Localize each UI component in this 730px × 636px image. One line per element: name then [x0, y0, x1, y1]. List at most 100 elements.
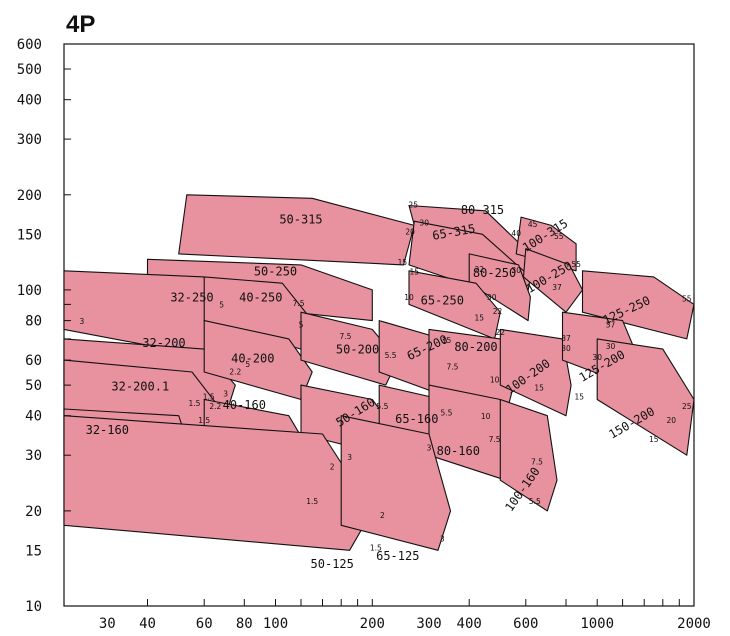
power-label: 5 — [245, 360, 250, 369]
y-tick-label: 60 — [25, 353, 42, 369]
zone-label: 65-160 — [395, 412, 438, 426]
x-tick-label: 80 — [236, 616, 253, 632]
y-tick-label: 400 — [17, 93, 42, 109]
y-tick-label: 20 — [25, 504, 42, 520]
power-label: 10 — [490, 375, 500, 384]
power-label: 20 — [405, 227, 415, 236]
power-label: 55 — [554, 232, 564, 241]
power-label: 55 — [571, 260, 581, 269]
power-label: 30 — [592, 353, 602, 362]
x-axis: 30 40 60 80 100 200 300 400 600 1000 2000 — [99, 599, 711, 632]
zones: 50-31525201580-315454030100-3155565-3153… — [63, 194, 695, 571]
power-label: 30 — [606, 342, 616, 351]
zone-label: 32-200 — [142, 336, 185, 350]
y-axis: 10 15 20 30 40 50 60 80 100 150 200 300 400 500 600 — [17, 37, 71, 615]
power-label: 1.5 — [306, 497, 318, 506]
x-tick-label: 2000 — [677, 616, 711, 632]
power-label: 3 — [223, 390, 228, 399]
power-label: 1.5 — [370, 543, 382, 552]
zone-label: 40-160 — [223, 398, 266, 412]
zone-label: 32-200.1 — [111, 380, 169, 394]
power-label: 15 — [534, 384, 544, 393]
power-label: 22 — [493, 307, 503, 316]
x-tick-label: 300 — [416, 616, 441, 632]
y-tick-label: 30 — [25, 448, 42, 464]
zone-50-315 — [178, 194, 415, 266]
power-label: 25 — [682, 402, 692, 411]
power-label: 37 — [561, 334, 571, 343]
chart-title: 4P — [66, 11, 95, 38]
x-tick-label: 30 — [99, 616, 116, 632]
x-tick-label: 400 — [457, 616, 482, 632]
zone-label: 50-250 — [254, 265, 297, 279]
zone-label: 65-125 — [376, 549, 419, 563]
zone-label: 80-315 — [461, 203, 504, 217]
power-label: 7.5 — [447, 363, 459, 372]
power-label: 3 — [347, 453, 352, 462]
power-label: 55 — [682, 294, 692, 303]
power-label: 2.2 — [209, 402, 221, 411]
power-label: 15 — [575, 393, 585, 402]
y-tick-label: 150 — [17, 227, 42, 243]
power-label: 3 — [427, 444, 432, 453]
power-label: 5 — [219, 301, 224, 310]
y-tick-label: 200 — [17, 188, 42, 204]
x-tick-label: 200 — [360, 616, 385, 632]
zone-label: 50-315 — [279, 213, 322, 227]
power-label: 7.5 — [489, 435, 501, 444]
zone-label: 32-250 — [170, 290, 213, 304]
y-tick-label: 15 — [25, 543, 42, 559]
power-label: 15 — [649, 435, 659, 444]
power-label: 37 — [606, 321, 616, 330]
power-label: 30 — [561, 344, 571, 353]
power-label: 15 — [398, 258, 408, 267]
zone-100-160 — [499, 398, 558, 512]
zone-label: 50-125 — [311, 557, 354, 571]
power-label: 25 — [408, 201, 418, 210]
zone-100-200 — [499, 328, 572, 417]
zone-150-200 — [596, 338, 695, 456]
y-tick-label: 50 — [25, 378, 42, 394]
power-label: 7.5 — [340, 332, 352, 341]
power-label: 1.5 — [203, 393, 215, 402]
power-label: 5.5 — [441, 409, 453, 418]
zone-label: 32-160 — [86, 423, 129, 437]
power-label: 5 — [299, 321, 304, 330]
y-tick-label: 10 — [25, 599, 42, 615]
power-label: 1.5 — [198, 416, 210, 425]
y-tick-label: 100 — [17, 283, 42, 299]
power-label: 2 — [380, 511, 385, 520]
power-label: 15 — [475, 314, 485, 323]
y-tick-label: 600 — [17, 37, 42, 53]
zone-label: 40-250 — [239, 290, 282, 304]
zone-125-250 — [581, 270, 695, 340]
zone-100-250 — [522, 248, 584, 313]
zone-label: 80-200 — [454, 340, 497, 354]
zone-label: 40-200 — [231, 351, 274, 365]
zone-80-200 — [428, 328, 515, 417]
zone-65-250 — [408, 270, 501, 340]
power-label: 5.5 — [376, 402, 388, 411]
power-label: 22 — [475, 265, 485, 274]
zone-label: 80-160 — [437, 444, 480, 458]
zone-label: 50-200 — [336, 342, 379, 356]
power-label: 2 — [330, 463, 335, 472]
power-label: 7.5 — [531, 458, 543, 467]
power-label: 30 — [487, 293, 497, 302]
power-label: 30 — [511, 266, 521, 275]
power-label: 2.2 — [229, 368, 241, 377]
power-label: 20 — [667, 416, 677, 425]
power-label: 45 — [528, 220, 538, 229]
power-label: 7.5 — [293, 299, 305, 308]
y-tick-label: 500 — [17, 62, 42, 78]
zone-label: 65-250 — [421, 293, 464, 307]
y-tick-label: 40 — [25, 409, 42, 425]
power-label: 37 — [552, 283, 562, 292]
y-tick-label: 300 — [17, 132, 42, 148]
power-label: 3 — [440, 535, 445, 544]
power-label: 5.5 — [385, 351, 397, 360]
y-tick-label: 80 — [25, 314, 42, 330]
zone-80-250 — [468, 253, 531, 322]
zone-65-125 — [340, 415, 452, 551]
